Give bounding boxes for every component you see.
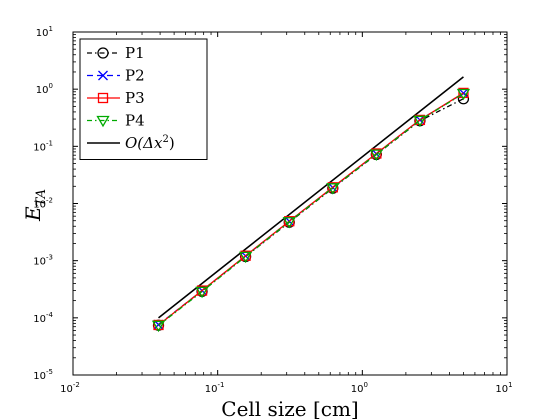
- data-point-p4: [456, 88, 471, 101]
- legend-marker-p1: [97, 47, 109, 59]
- y-tick-label: 10-5: [33, 368, 53, 382]
- data-point-p3: [240, 250, 251, 261]
- y-tick-label: 10-4: [33, 311, 53, 325]
- x-tick-label: 101: [495, 381, 512, 395]
- legend-label-p2: P2: [125, 67, 145, 85]
- reference-line-layer: [158, 76, 464, 319]
- data-point-p4: [413, 115, 427, 128]
- y-axis-title-sub: TA: [34, 189, 49, 206]
- series-p4: [151, 88, 471, 333]
- x-tick-label: 10-1: [205, 381, 225, 395]
- data-point-p4: [195, 286, 209, 299]
- data-point-p3: [327, 182, 338, 193]
- data-point-p3: [284, 216, 295, 227]
- legend-label-p4: P4: [125, 112, 145, 130]
- data-point-p3: [371, 148, 382, 159]
- series-layer: [151, 87, 471, 333]
- y-tick-label: 10-1: [33, 139, 53, 153]
- axis-ticks: 10-2 10-1 100 101 10-5 10-4 10-3 10-2 10-1 100 101: [33, 25, 512, 395]
- data-point-p4: [151, 320, 166, 333]
- data-point-p3: [196, 285, 208, 296]
- y-tick-label: 100: [36, 82, 53, 96]
- data-point-p4: [238, 251, 253, 264]
- x-tick-label: 10-2: [60, 381, 80, 395]
- legend: P1 P2 P3 P4 O(Δx2): [79, 38, 208, 160]
- legend-box: [79, 38, 208, 160]
- data-point-p4: [326, 183, 340, 195]
- x-tick-label: 100: [351, 381, 368, 395]
- legend-marker-p4: [96, 115, 110, 128]
- legend-label-p1: P1: [125, 44, 145, 62]
- legend-label-p3: P3: [125, 89, 145, 107]
- y-tick-label: 101: [36, 25, 53, 39]
- data-point-p3: [458, 87, 469, 99]
- legend-label-reference: O(Δx2): [125, 134, 175, 152]
- data-point-p3: [153, 319, 164, 331]
- y-axis-title: ETA: [21, 189, 49, 222]
- y-tick-label: 10-3: [33, 254, 53, 268]
- y-tick-label: 10-2: [33, 197, 53, 211]
- x-axis-title: Cell size [cm]: [221, 397, 358, 420]
- legend-marker-p3: [97, 92, 109, 104]
- legend-marker-p2: [98, 70, 108, 81]
- data-point-p4: [282, 217, 296, 229]
- data-point-p3: [414, 114, 426, 126]
- reference-line-o-dx2: [158, 76, 464, 319]
- data-point-p4: [369, 149, 383, 161]
- svg-text:ETA: ETA: [21, 189, 49, 222]
- series-line-p4: [158, 92, 464, 326]
- y-axis-title-main: E: [21, 206, 45, 222]
